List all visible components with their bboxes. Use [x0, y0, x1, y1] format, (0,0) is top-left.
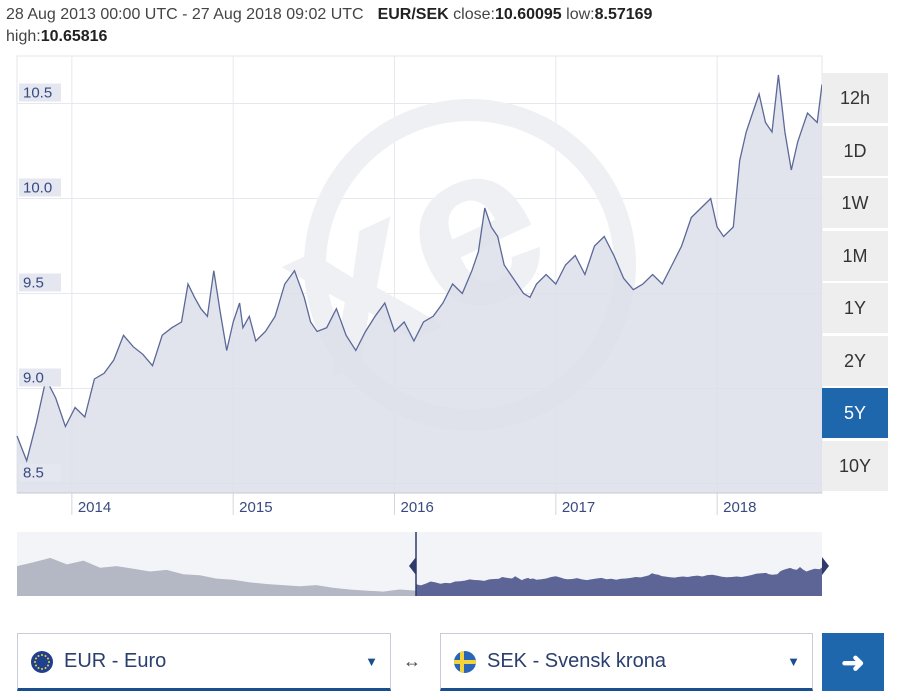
- currency-pair: EUR/SEK: [377, 6, 449, 23]
- x-tick-label: 2018: [723, 499, 756, 516]
- timeframe-1m[interactable]: 1M: [822, 230, 888, 281]
- chart-summary: 28 Aug 2013 00:00 UTC - 27 Aug 2018 09:0…: [6, 4, 652, 48]
- timeframe-1w[interactable]: 1W: [822, 178, 888, 228]
- timeframe-2y[interactable]: 2Y: [822, 335, 888, 386]
- swap-currencies-button[interactable]: ↔: [403, 651, 421, 671]
- chevron-down-icon: ▼: [787, 654, 800, 669]
- y-tick-label: 10.5: [23, 85, 52, 102]
- x-axis: 2014 2015 2016 2017 2018: [71, 493, 757, 516]
- se-flag-icon: [454, 651, 476, 673]
- x-tick-label: 2016: [400, 499, 433, 516]
- timeframe-1d[interactable]: 1D: [822, 125, 888, 176]
- navigator-selection: [416, 567, 822, 596]
- from-currency-label: EUR - Euro: [64, 650, 167, 672]
- rate-line: [16, 74, 823, 463]
- y-tick-label-bg: [19, 83, 61, 102]
- y-tick-label-bg: [19, 463, 61, 482]
- high-value: 10.65816: [40, 28, 108, 45]
- exchange-rate-chart[interactable]: xe 8.59.09.510.010.5 2014 2015 2016 2017 201…: [0, 0, 900, 620]
- low-label: low:: [566, 6, 595, 23]
- y-tick-label: 8.5: [23, 465, 44, 482]
- to-currency-label: SEK - Svensk krona: [487, 650, 666, 672]
- y-axis: 8.5 9.0 9.5 10.0 10.5: [19, 83, 61, 482]
- navigator-right-handle[interactable]: [822, 557, 829, 575]
- eu-flag-icon: [31, 651, 53, 673]
- navigator-history: [17, 557, 416, 596]
- navigator[interactable]: [17, 532, 829, 596]
- chevron-down-icon: ▼: [365, 654, 378, 669]
- navigator-left-handle[interactable]: [409, 557, 416, 575]
- y-tick-label: 10.0: [23, 180, 52, 197]
- convert-arrow-button[interactable]: ➜: [822, 633, 884, 691]
- timeframe-5y[interactable]: 5Y: [822, 388, 888, 438]
- close-value: 10.60095: [494, 6, 562, 23]
- y-tick-label: 9.0: [23, 370, 44, 387]
- timeframe-12h[interactable]: 12h: [822, 73, 888, 123]
- y-tick-label-bg: [19, 178, 61, 197]
- rate-area: [17, 75, 822, 493]
- high-label: high:: [6, 28, 41, 45]
- timeframe-10y[interactable]: 10Y: [822, 440, 888, 491]
- close-label: close:: [453, 6, 495, 23]
- y-tick-label-bg: [19, 273, 61, 292]
- date-range: 28 Aug 2013 00:00 UTC - 27 Aug 2018 09:0…: [6, 6, 364, 23]
- from-currency-select[interactable]: EUR - Euro ▼: [17, 633, 391, 691]
- y-tick-label-bg: [19, 368, 61, 387]
- y-tick-label: 9.5: [23, 275, 44, 292]
- x-tick-label: 2014: [78, 499, 111, 516]
- to-currency-select[interactable]: SEK - Svensk krona ▼: [440, 633, 813, 691]
- x-tick-label: 2017: [562, 499, 595, 516]
- timeframe-1y[interactable]: 1Y: [822, 283, 888, 333]
- x-tick-label: 2015: [239, 499, 272, 516]
- low-value: 8.57169: [594, 6, 653, 23]
